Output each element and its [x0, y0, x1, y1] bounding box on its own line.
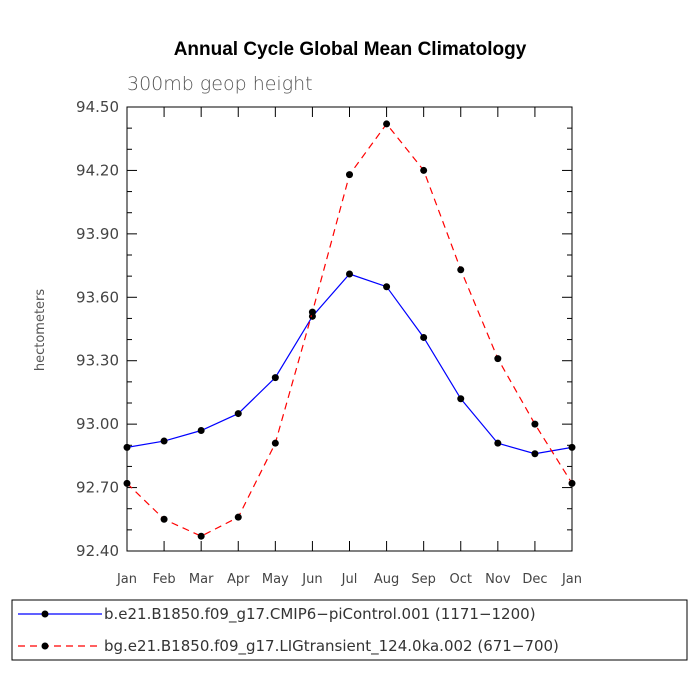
x-tick-label: Apr	[227, 572, 250, 587]
legend-item-control: b.e21.B1850.f09_g17.CMIP6−piControl.001 …	[18, 605, 536, 624]
y-tick-label: 93.30	[76, 352, 119, 370]
y-tick-label: 94.20	[76, 161, 119, 179]
legend-box	[11, 599, 688, 661]
data-point	[271, 374, 279, 382]
x-tick-label: Jul	[341, 572, 358, 587]
data-point	[197, 532, 205, 540]
chart-subtitle: 300mb geop height	[127, 73, 313, 95]
data-point	[531, 450, 539, 458]
data-point	[160, 515, 168, 523]
data-point	[346, 171, 353, 179]
data-point	[420, 333, 428, 341]
x-axis: Jan Feb Mar Apr May Jun Jul Aug Sep Oct Nov Dec Jan	[116, 107, 582, 587]
y-tick-label: 93.00	[76, 415, 119, 433]
y-tick-label: 92.70	[76, 479, 119, 497]
data-point	[346, 270, 353, 278]
series-0	[123, 270, 576, 458]
plot-area: 92.40 92.70 93.00 93.30 93.60 93.90 94.20 94.50…	[76, 98, 582, 587]
data-point	[420, 166, 428, 174]
data-point	[568, 443, 576, 451]
data-point	[271, 439, 279, 447]
series-1	[123, 120, 576, 540]
series-layer	[123, 120, 576, 540]
x-tick-label: Nov	[485, 572, 511, 587]
legend-marker-control	[41, 610, 49, 618]
y-tick-label: 93.90	[76, 225, 119, 243]
y-tick-label: 93.60	[76, 288, 119, 306]
legend-label-lig: bg.e21.B1850.f09_g17.LIGtransient_124.0k…	[104, 637, 559, 656]
data-point	[383, 120, 391, 128]
legend-item-lig: bg.e21.B1850.f09_g17.LIGtransient_124.0k…	[18, 637, 559, 656]
x-tick-label: Sep	[411, 572, 436, 587]
legend: b.e21.B1850.f09_g17.CMIP6−piControl.001 …	[11, 599, 688, 661]
x-tick-label: May	[262, 572, 289, 587]
x-tick-label: Mar	[189, 572, 214, 587]
data-point	[494, 439, 502, 447]
series-line-0	[126, 273, 573, 455]
data-point	[383, 283, 391, 291]
x-tick-label: Jun	[301, 572, 322, 587]
legend-marker-lig	[41, 642, 49, 650]
x-tick-label: Feb	[153, 572, 176, 587]
data-point	[308, 308, 316, 316]
series-line-1	[126, 122, 573, 537]
data-point	[160, 437, 168, 445]
x-tick-label: Jan	[116, 572, 137, 587]
legend-label-control: b.e21.B1850.f09_g17.CMIP6−piControl.001 …	[104, 605, 536, 624]
y-axis: 92.40 92.70 93.00 93.30 93.60 93.90 94.20 94.50	[76, 98, 572, 560]
x-tick-label: Jan	[561, 572, 582, 587]
x-tick-label: Oct	[450, 572, 472, 587]
data-point	[123, 479, 131, 487]
data-point	[457, 395, 465, 403]
x-tick-label: Aug	[374, 572, 399, 587]
y-axis-label: hectometers	[33, 289, 48, 372]
x-tick-label: Dec	[522, 572, 547, 587]
data-point	[568, 479, 576, 487]
data-point	[234, 513, 242, 521]
data-point	[123, 443, 131, 451]
data-point	[234, 410, 242, 418]
data-point	[197, 426, 205, 434]
chart-title: Annual Cycle Global Mean Climatology	[174, 39, 527, 60]
data-point	[531, 420, 539, 428]
data-point	[494, 355, 502, 363]
y-tick-label: 94.50	[76, 98, 119, 116]
y-tick-label: 92.40	[76, 542, 119, 560]
data-point	[457, 266, 465, 274]
